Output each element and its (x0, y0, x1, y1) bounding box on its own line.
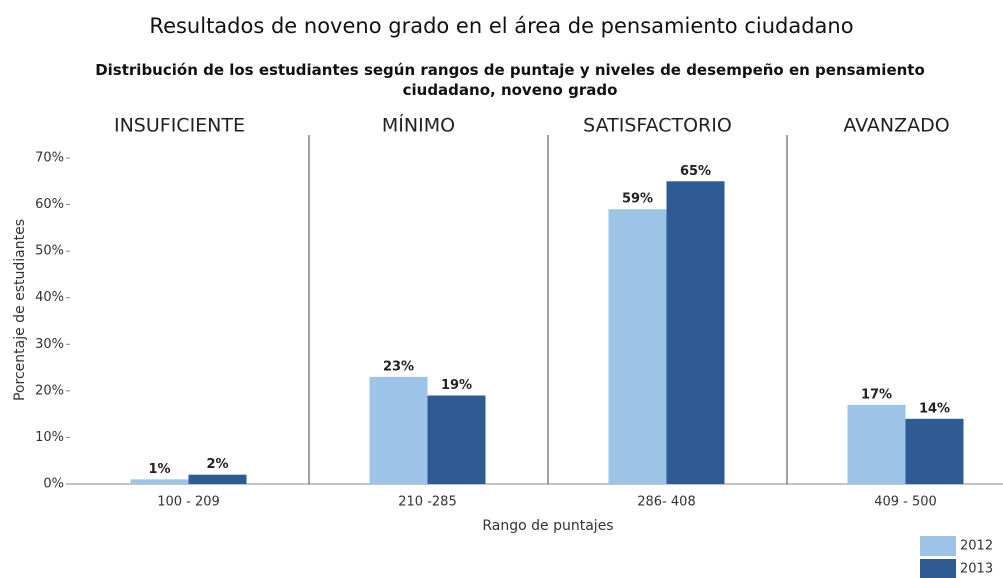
bar (130, 479, 189, 484)
x-tick-label: 409 - 500 (874, 495, 937, 510)
value-label: 19% (441, 378, 472, 393)
legend-swatch (920, 559, 956, 578)
value-label: 14% (919, 401, 950, 416)
y-axis-label: Porcentaje de estudiantes (12, 219, 28, 401)
bar (427, 395, 486, 484)
bar (666, 181, 725, 485)
x-tick-label: 210 -285 (398, 495, 456, 510)
level-label: INSUFICIENTE (114, 115, 245, 137)
level-label: SATISFACTORIO (583, 115, 732, 137)
value-label: 1% (148, 462, 170, 477)
value-label: 65% (680, 164, 711, 179)
value-label: 59% (622, 192, 653, 207)
legend-swatch (920, 536, 956, 556)
value-label: 17% (861, 387, 892, 402)
value-label: 2% (206, 457, 228, 472)
chart-subtitle: Distribución de los estudiantes según ra… (95, 61, 925, 99)
y-tick-label: 0% (43, 477, 64, 492)
bar (608, 209, 667, 484)
y-tick-label: 50% (35, 244, 64, 259)
level-label: AVANZADO (843, 115, 949, 137)
bar (847, 404, 906, 484)
bar (369, 376, 428, 484)
y-tick-label: 70% (35, 151, 64, 166)
y-tick-label: 10% (35, 430, 64, 445)
x-tick-label: 100 - 209 (157, 495, 220, 510)
y-tick-label: 20% (35, 383, 64, 398)
y-tick-label: 40% (35, 290, 64, 305)
legend-label: 2012 (960, 539, 993, 554)
value-label: 23% (383, 359, 414, 374)
y-tick-label: 30% (35, 337, 64, 352)
level-label: MÍNIMO (382, 114, 455, 137)
y-tick-label: 60% (35, 197, 64, 212)
bar (905, 418, 964, 484)
bar (188, 474, 247, 484)
x-axis-label: Rango de puntajes (482, 518, 613, 534)
chart-title: Resultados de noveno grado en el área de… (149, 14, 854, 38)
legend-label: 2013 (960, 562, 993, 577)
x-tick-label: 286- 408 (637, 495, 695, 510)
